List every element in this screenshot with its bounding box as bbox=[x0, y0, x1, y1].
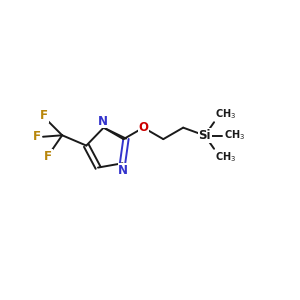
Text: F: F bbox=[33, 130, 41, 143]
Text: CH$_3$: CH$_3$ bbox=[224, 128, 245, 142]
Text: F: F bbox=[40, 109, 48, 122]
Text: F: F bbox=[44, 150, 52, 163]
Text: CH$_3$: CH$_3$ bbox=[215, 150, 236, 164]
Text: Si: Si bbox=[199, 129, 211, 142]
Text: N: N bbox=[98, 115, 108, 128]
Text: N: N bbox=[118, 164, 128, 177]
Text: O: O bbox=[138, 121, 148, 134]
Text: CH$_3$: CH$_3$ bbox=[215, 107, 236, 121]
